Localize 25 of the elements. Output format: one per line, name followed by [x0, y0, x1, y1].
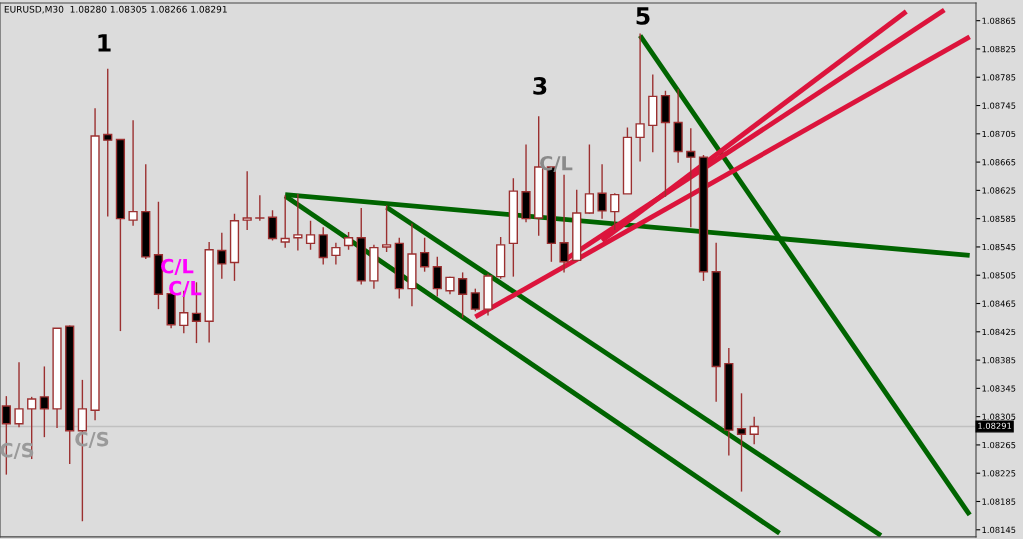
y-tick-label: 1.08145	[982, 526, 1016, 534]
y-tick-label: 1.08705	[982, 130, 1016, 138]
annotation: 5	[636, 7, 650, 25]
y-tick-label: 1.08385	[982, 357, 1016, 364]
y-tick-label: 1.08585	[982, 215, 1016, 222]
y-tick-label: 1.08185	[982, 498, 1016, 505]
y-tick-label: 1.08345	[982, 385, 1016, 392]
y-tick-label: 1.08305	[982, 413, 1016, 420]
annotation: C/L	[540, 155, 573, 173]
y-tick-label: 1.08225	[982, 470, 1016, 477]
y-tick-label: 1.08825	[982, 45, 1016, 53]
annotation: 3	[533, 76, 547, 95]
chart-title: EURUSD,M30 1.08280 1.08305 1.08266 1.08291	[4, 5, 227, 14]
annotation: 1	[98, 34, 111, 52]
y-tick-label: 1.08425	[982, 328, 1016, 336]
y-tick-label: 1.08865	[982, 17, 1016, 24]
y-tick-label: 1.08625	[982, 187, 1016, 194]
y-tick-label: 1.08665	[982, 159, 1016, 166]
y-tick-label: 1.08745	[982, 102, 1016, 109]
ref-line-label: 1.08291	[978, 422, 1012, 429]
y-tick-label: 1.08505	[982, 272, 1016, 279]
y-tick-label: 1.08785	[982, 74, 1016, 81]
y-tick-label: 1.08465	[982, 300, 1016, 307]
y-tick-label: 1.08545	[982, 243, 1016, 251]
y-tick-label: 1.08265	[982, 441, 1016, 449]
